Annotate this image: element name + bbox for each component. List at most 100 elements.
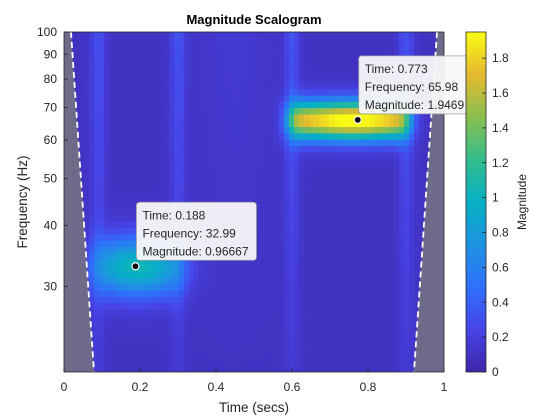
heatmap-cell — [159, 120, 165, 128]
heatmap-cell — [284, 69, 290, 77]
heatmap-cell — [159, 151, 165, 159]
heatmap-cell — [229, 44, 235, 52]
heatmap-cell — [169, 283, 175, 291]
heatmap-cell — [109, 57, 115, 65]
heatmap-cell — [399, 195, 405, 203]
heatmap-cell — [289, 252, 295, 260]
heatmap-cell — [364, 183, 370, 191]
heatmap-cell — [349, 189, 355, 197]
heatmap-cell — [129, 227, 135, 235]
heatmap-cell — [389, 50, 395, 58]
heatmap-cell — [99, 32, 105, 39]
heatmap-cell — [279, 183, 285, 191]
heatmap-cell — [339, 208, 345, 216]
heatmap-cell — [344, 195, 350, 203]
heatmap-cell — [419, 113, 425, 121]
coi-left-region — [64, 32, 94, 372]
heatmap-cell — [419, 120, 425, 128]
heatmap-cell — [89, 176, 95, 184]
heatmap-cell — [94, 101, 100, 109]
heatmap-cell — [214, 283, 220, 291]
heatmap-cell — [149, 88, 155, 96]
heatmap-cell — [89, 334, 95, 342]
heatmap-cell — [374, 271, 380, 279]
heatmap-cell — [404, 157, 410, 165]
heatmap-cell — [309, 246, 315, 253]
heatmap-cell — [234, 170, 240, 178]
heatmap-cell — [189, 69, 195, 77]
heatmap-cell — [184, 32, 190, 39]
heatmap-cell — [129, 82, 135, 90]
heatmap-cell — [234, 183, 240, 191]
heatmap-cell — [399, 327, 405, 335]
heatmap-cell — [124, 132, 130, 140]
heatmap-cell — [234, 63, 240, 71]
heatmap-cell — [229, 126, 235, 134]
heatmap-cell — [104, 346, 110, 354]
heatmap-cell — [339, 359, 345, 367]
heatmap-cell — [374, 157, 380, 165]
heatmap-cell — [229, 195, 235, 203]
heatmap-cell — [289, 277, 295, 285]
heatmap-cell — [214, 101, 220, 109]
heatmap-cell — [119, 94, 125, 102]
heatmap-cell — [254, 107, 260, 115]
heatmap-cell — [254, 170, 260, 178]
heatmap-cell — [159, 32, 165, 39]
heatmap-cell — [389, 359, 395, 367]
heatmap-cell — [349, 50, 355, 58]
heatmap-cell — [319, 132, 325, 140]
heatmap-cell — [174, 38, 180, 46]
heatmap-cell — [379, 151, 385, 159]
heatmap-cell — [204, 44, 210, 52]
heatmap-cell — [309, 69, 315, 77]
heatmap-cell — [259, 94, 265, 102]
y-axis-label: Frequency (Hz) — [15, 155, 30, 248]
heatmap-cell — [314, 227, 320, 235]
heatmap-cell — [239, 271, 245, 279]
heatmap-cell — [344, 113, 350, 121]
heatmap-cell — [99, 252, 105, 260]
heatmap-cell — [224, 359, 230, 367]
y-tick-label: 100 — [37, 25, 57, 39]
heatmap-cell — [224, 264, 230, 272]
heatmap-cell — [324, 321, 330, 329]
heatmap-cell — [274, 76, 280, 83]
heatmap-cell — [354, 252, 360, 260]
heatmap-cell — [379, 120, 385, 128]
heatmap-cell — [264, 202, 270, 209]
heatmap-cell — [189, 113, 195, 121]
heatmap-cell — [359, 258, 365, 266]
heatmap-cell — [349, 126, 355, 134]
colorbar-tick-label: 1.8 — [492, 51, 509, 65]
heatmap-cell — [189, 271, 195, 279]
heatmap-cell — [129, 290, 135, 298]
heatmap-cell — [319, 63, 325, 71]
heatmap-cell — [354, 82, 360, 90]
heatmap-cell — [339, 82, 345, 90]
chart-title: Magnitude Scalogram — [186, 12, 321, 27]
heatmap-cell — [159, 113, 165, 121]
heatmap-cell — [174, 321, 180, 329]
heatmap-cell — [394, 321, 400, 329]
heatmap-cell — [284, 32, 290, 39]
heatmap-cell — [354, 44, 360, 52]
heatmap-cell — [344, 340, 350, 348]
heatmap-cell — [324, 264, 330, 272]
heatmap-cell — [279, 283, 285, 291]
heatmap-cell — [379, 157, 385, 165]
heatmap-cell — [304, 183, 310, 191]
heatmap-cell — [389, 227, 395, 235]
datatip-box — [136, 201, 257, 261]
heatmap-cell — [379, 309, 385, 316]
heatmap-cell — [354, 151, 360, 159]
heatmap-cell — [84, 107, 90, 115]
heatmap-cell — [384, 113, 390, 121]
heatmap-cell — [404, 170, 410, 178]
heatmap-cell — [284, 290, 290, 298]
heatmap-cell — [364, 346, 370, 354]
heatmap-cell — [304, 120, 310, 128]
heatmap-cell — [379, 340, 385, 348]
